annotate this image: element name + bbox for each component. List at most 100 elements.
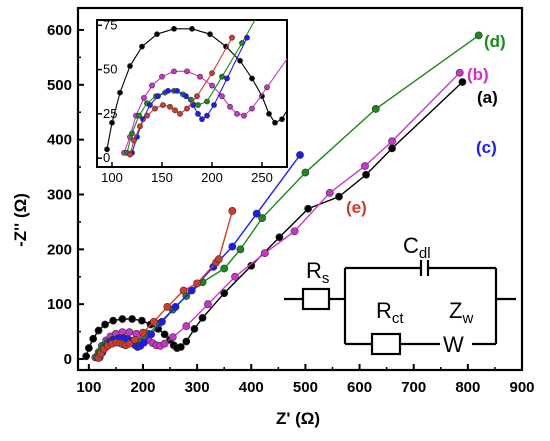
series-a-point: [362, 170, 370, 179]
series-e-point: [179, 286, 188, 295]
series-d-point: [474, 31, 483, 40]
inset-series-c-point: [155, 93, 161, 100]
series-e-point: [193, 279, 202, 288]
label-rct: Rct: [376, 298, 404, 327]
series-c-point: [296, 151, 304, 159]
y-tick-label: 600: [47, 22, 72, 39]
inset-series-d-point: [195, 102, 201, 108]
label-cdl: Cdl: [403, 233, 431, 262]
series-d-point: [301, 168, 310, 177]
inset-series-c-point: [211, 102, 217, 108]
series-b-point: [182, 322, 191, 331]
series-a-point: [109, 316, 118, 325]
inset-series-e-point: [229, 34, 235, 41]
inset-series-b-point: [234, 110, 240, 117]
series-b-point: [125, 328, 134, 337]
inset-y-tick-label: 0: [103, 150, 110, 165]
series-d-point: [236, 245, 245, 254]
inset-series-b-point: [289, 49, 294, 54]
y-tick-label: 500: [47, 77, 72, 94]
series-e-point: [163, 303, 172, 311]
inset-series-b-point: [141, 95, 147, 101]
inset-series-b-point: [209, 82, 215, 89]
series-b-point: [455, 68, 464, 77]
inset-series-b-point: [219, 93, 225, 100]
series-b-point: [168, 333, 177, 341]
series-c-point: [147, 330, 155, 339]
inset-series-a-point: [171, 25, 177, 32]
inset-series-b-point: [171, 68, 177, 75]
inset-series-a-point: [249, 75, 255, 82]
series-label-b: (b): [467, 65, 489, 84]
series-a-point: [84, 344, 93, 352]
inset-series-b-point: [241, 112, 247, 119]
y-tick-label: 300: [47, 186, 72, 203]
x-tick-label: 600: [347, 379, 372, 396]
series-b-point: [290, 227, 299, 236]
circuit-labels: Rs Cdl Rct Zw W: [306, 233, 473, 357]
series-e-point: [149, 317, 158, 326]
inset-series-a-point: [289, 99, 294, 104]
inset-x-tick-label: 200: [201, 170, 223, 185]
series-e-point: [139, 328, 147, 337]
series-a-point: [94, 326, 103, 335]
plot-frame: [76, 6, 524, 372]
series-a-point: [89, 334, 98, 343]
series-label-d: (d): [484, 32, 506, 51]
inset-series-e-point: [194, 93, 200, 100]
series-b-point: [325, 188, 334, 197]
inset-series-c-point: [204, 112, 210, 119]
inset-series-a-point: [207, 31, 213, 38]
inset-y-tick-label: 25: [103, 106, 117, 121]
inset-series-b-point: [159, 73, 165, 80]
inset-series-e-point: [184, 105, 190, 112]
inset-series-a-point: [272, 119, 278, 126]
series-a-point: [388, 144, 396, 153]
inset-series-c-point: [224, 75, 230, 82]
x-tick-label: 200: [130, 379, 155, 396]
series-e-point: [125, 339, 134, 348]
inset-y-tick-label: 75: [103, 17, 117, 32]
series-b-point: [160, 339, 169, 348]
inset-series-e-point: [137, 123, 143, 130]
series-c-point: [158, 317, 166, 326]
series-b-point: [388, 137, 396, 146]
x-axis-label: Z' (Ω): [276, 409, 320, 428]
series-e-point: [130, 335, 139, 344]
inset-plot: 100 150 200 250 0 25 50 75: [96, 17, 294, 185]
inset-series-c-point: [195, 110, 201, 117]
series-d-point: [371, 105, 380, 113]
y-tick-label: 200: [47, 241, 72, 258]
inset-series-a-point: [127, 63, 133, 69]
inset-series-b-point: [249, 105, 255, 112]
series-c-line: [99, 154, 301, 358]
inset-series-c-point: [147, 102, 153, 108]
inset-series-b-point: [149, 82, 155, 89]
series-a-point: [182, 337, 191, 346]
inset-series-a-point: [117, 89, 123, 96]
series-a-point: [190, 324, 199, 333]
inset-series-d-point: [136, 112, 142, 119]
inset-x-tick-label: 250: [251, 170, 273, 185]
series-a-point: [128, 315, 137, 323]
series-a-point: [247, 261, 256, 270]
series-b-point: [260, 249, 269, 258]
inset-series-a-point: [104, 146, 110, 153]
inset-series-d-point: [204, 98, 210, 105]
inset-series-a-point: [266, 110, 272, 117]
series-a-point: [335, 192, 343, 201]
label-rs: Rs: [306, 258, 329, 287]
inset-series-b-point: [197, 73, 203, 80]
series-a-point: [118, 315, 127, 323]
series-c-point: [228, 242, 237, 251]
series-b-point: [361, 162, 369, 170]
main-series-group: [82, 31, 483, 362]
inset-y-tick-label: 50: [103, 62, 117, 77]
inset-series-e-point: [160, 102, 166, 108]
inset-series-e-point: [177, 110, 183, 117]
series-a-point: [82, 352, 91, 361]
x-tick-label: 700: [401, 379, 426, 396]
series-e-point: [214, 255, 223, 264]
inset-series-e-point: [131, 137, 137, 144]
